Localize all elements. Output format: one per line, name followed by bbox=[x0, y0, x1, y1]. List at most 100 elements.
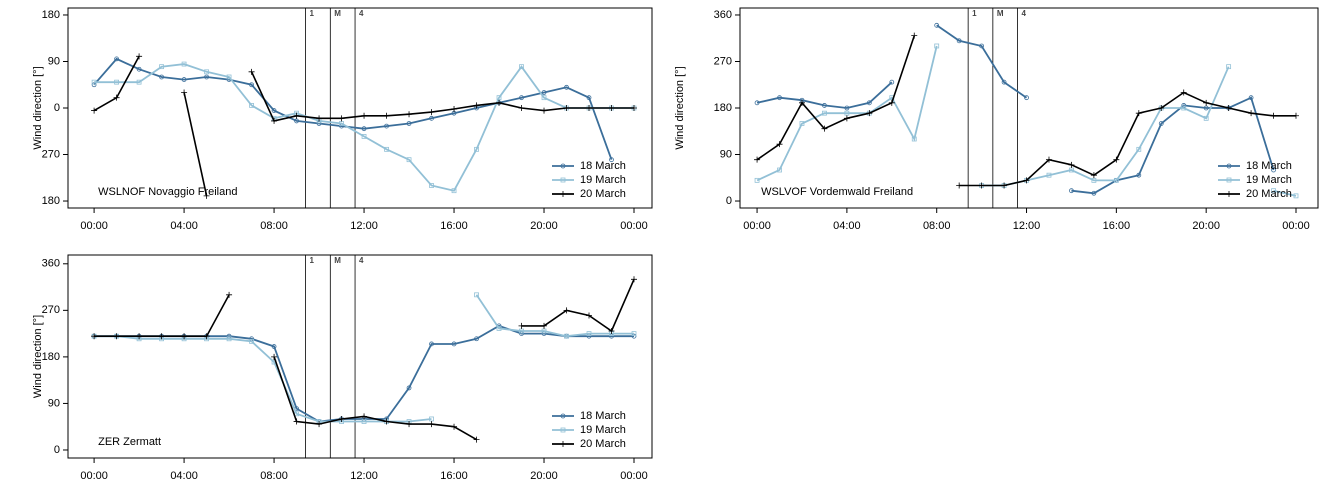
data-point bbox=[136, 79, 142, 85]
x-tick-label: 16:00 bbox=[440, 470, 468, 482]
data-point bbox=[799, 121, 805, 126]
data-point bbox=[1136, 146, 1142, 152]
data-point bbox=[798, 99, 805, 106]
legend-label: 20 March bbox=[580, 438, 626, 450]
data-point bbox=[1024, 95, 1029, 101]
legend-label: 19 March bbox=[580, 424, 626, 436]
y-tick-label: 360 bbox=[42, 258, 60, 270]
event-label: M bbox=[997, 9, 1004, 18]
data-point bbox=[631, 331, 637, 337]
data-point bbox=[271, 353, 278, 360]
data-point bbox=[586, 105, 593, 111]
data-point bbox=[159, 64, 164, 70]
data-point bbox=[776, 141, 783, 148]
y-tick-label: 0 bbox=[54, 102, 60, 114]
data-point bbox=[249, 338, 254, 344]
y-tick-label: 180 bbox=[42, 351, 60, 363]
series-line bbox=[756, 35, 1296, 187]
data-point bbox=[777, 167, 782, 173]
data-point bbox=[496, 99, 503, 106]
data-point bbox=[383, 418, 390, 425]
data-point bbox=[338, 415, 345, 422]
y-axis-label: Wind direction [°] bbox=[32, 66, 44, 149]
legend-label: 20 March bbox=[580, 188, 626, 200]
data-point bbox=[541, 107, 548, 114]
legend-label: 18 March bbox=[580, 160, 626, 172]
x-tick-label: 20:00 bbox=[530, 470, 558, 482]
data-point bbox=[518, 322, 525, 329]
data-point bbox=[631, 276, 638, 283]
event-label: 4 bbox=[359, 9, 364, 18]
data-point bbox=[293, 418, 300, 425]
data-point bbox=[361, 126, 367, 132]
data-point bbox=[248, 68, 255, 75]
data-point bbox=[249, 82, 254, 88]
x-tick-label: 00:00 bbox=[743, 220, 771, 232]
data-point bbox=[293, 112, 300, 119]
data-point bbox=[1180, 89, 1187, 96]
data-point bbox=[1158, 121, 1164, 126]
data-point bbox=[181, 333, 188, 340]
data-point bbox=[608, 105, 615, 111]
data-point bbox=[271, 344, 277, 349]
data-point bbox=[609, 157, 614, 163]
data-point bbox=[1045, 156, 1052, 163]
data-point bbox=[429, 341, 434, 347]
data-point bbox=[1069, 188, 1074, 194]
data-point bbox=[361, 112, 368, 119]
data-point bbox=[518, 105, 525, 111]
series-line bbox=[756, 24, 1275, 195]
data-point bbox=[1181, 105, 1187, 111]
x-tick-label: 00:00 bbox=[620, 220, 648, 232]
data-point bbox=[1069, 167, 1074, 173]
data-point bbox=[1113, 177, 1119, 183]
y-tick-label: 0 bbox=[54, 444, 60, 456]
legend-marker bbox=[1226, 177, 1232, 183]
panel: 0 90 180 270 360 00:00 04:00 08:00 12:00 16:00 20:… bbox=[32, 254, 653, 482]
data-point bbox=[1090, 172, 1097, 179]
data-point bbox=[956, 38, 962, 44]
data-point bbox=[754, 177, 760, 183]
x-tick-label: 00:00 bbox=[80, 220, 108, 232]
series-line bbox=[94, 324, 634, 423]
data-point bbox=[1001, 182, 1008, 189]
x-tick-label: 16:00 bbox=[1103, 220, 1131, 232]
x-tick-label: 04:00 bbox=[170, 470, 198, 482]
y-axis-label: Wind direction [°] bbox=[674, 66, 686, 149]
x-tick-label: 04:00 bbox=[833, 220, 861, 232]
data-point bbox=[1248, 110, 1255, 117]
data-point bbox=[866, 110, 873, 117]
data-point bbox=[181, 61, 187, 67]
data-point bbox=[203, 192, 210, 199]
y-tick-label: 270 bbox=[42, 304, 60, 316]
data-point bbox=[866, 100, 872, 106]
data-point bbox=[934, 22, 940, 28]
y-axis-label: Wind direction [°] bbox=[32, 315, 44, 398]
x-tick-label: 00:00 bbox=[620, 470, 648, 482]
data-point bbox=[406, 385, 412, 391]
data-point bbox=[1023, 177, 1030, 184]
data-point bbox=[822, 110, 827, 116]
data-point bbox=[564, 333, 569, 339]
y-tick-label: 270 bbox=[714, 55, 732, 67]
data-point bbox=[226, 74, 232, 80]
data-point bbox=[361, 134, 367, 139]
legend-marker bbox=[560, 163, 566, 169]
data-point bbox=[1113, 156, 1120, 163]
data-point bbox=[777, 95, 782, 101]
data-point bbox=[91, 333, 98, 340]
legend-marker bbox=[1226, 191, 1232, 197]
legend-label: 19 March bbox=[580, 174, 626, 186]
data-point bbox=[114, 56, 119, 62]
data-point bbox=[294, 118, 299, 124]
legend-label: 18 March bbox=[580, 410, 626, 422]
x-tick-label: 12:00 bbox=[350, 220, 378, 232]
data-point bbox=[474, 292, 479, 298]
x-tick-label: 08:00 bbox=[923, 220, 951, 232]
data-point bbox=[226, 291, 233, 298]
data-point bbox=[91, 82, 97, 88]
x-tick-label: 20:00 bbox=[530, 220, 558, 232]
y-tick-label: 90 bbox=[48, 55, 60, 67]
data-point bbox=[1046, 172, 1052, 178]
data-point bbox=[1248, 95, 1254, 101]
